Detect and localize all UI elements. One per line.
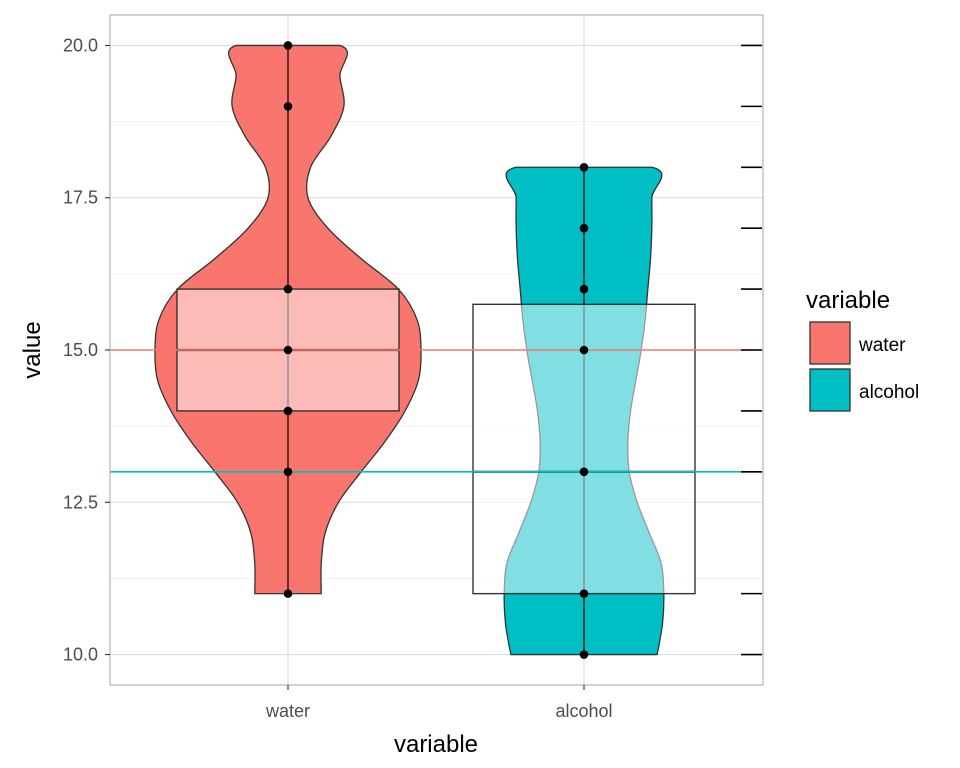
point-alcohol-5 (579, 589, 589, 598)
y-tick-label: 15.0 (63, 340, 98, 360)
y-tick-label: 10.0 (63, 645, 98, 665)
legend-label-alcohol: alcohol (859, 382, 919, 403)
point-alcohol-4 (579, 467, 589, 477)
x-tick-label-water: water (265, 701, 310, 721)
point-water-5 (283, 467, 293, 477)
y-tick-label: 12.5 (63, 492, 98, 512)
y-tick-label: 17.5 (63, 188, 98, 208)
right-ticks (741, 44, 762, 656)
y-axis-title: value (19, 321, 46, 378)
y-tick-label: 20.0 (63, 35, 98, 55)
point-alcohol-6 (579, 650, 589, 659)
point-alcohol-2 (579, 284, 589, 294)
point-alcohol-1 (579, 223, 589, 233)
point-water-0 (283, 41, 293, 50)
x-axis-title: variable (394, 731, 478, 758)
legend-label-water: water (858, 335, 906, 356)
axes: 10.0 12.5 15.0 17.5 20.0 water alcohol (63, 35, 613, 721)
legend-title: variable (806, 287, 890, 314)
x-tick-label-alcohol: alcohol (555, 701, 612, 721)
reference-lines (110, 349, 763, 473)
point-water-2 (283, 284, 293, 294)
point-alcohol-3 (579, 345, 589, 355)
point-water-1 (283, 102, 293, 111)
legend-key-alcohol (809, 368, 851, 412)
points (283, 41, 589, 659)
point-water-3 (283, 345, 293, 355)
legend: variable water alcohol (806, 287, 919, 412)
point-alcohol-0 (579, 162, 589, 172)
point-water-4 (283, 406, 293, 416)
point-water-6 (283, 589, 293, 598)
legend-key-water (809, 321, 851, 365)
